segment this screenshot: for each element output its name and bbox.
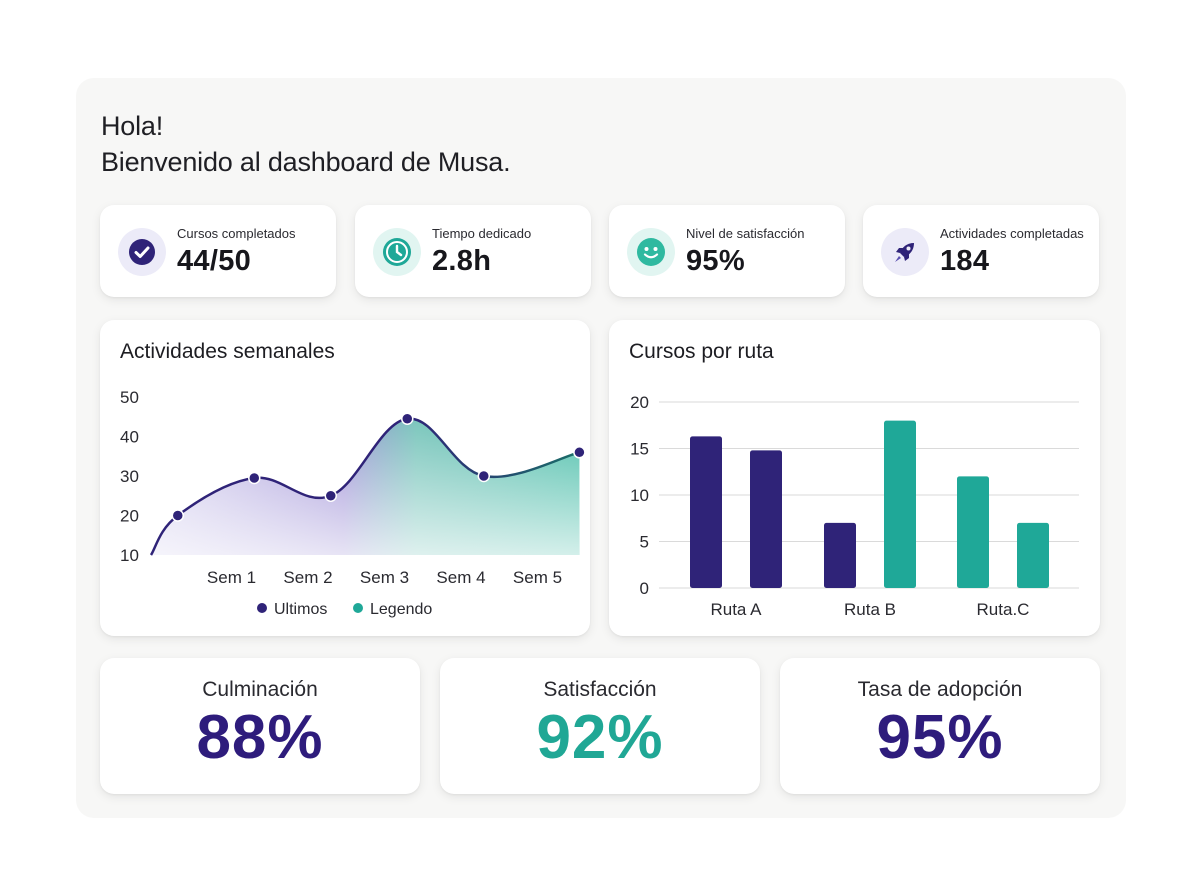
legend-marker — [257, 603, 267, 613]
bar[interactable] — [750, 450, 782, 588]
kpi-card-culminacion: Culminación 88% — [100, 658, 420, 794]
data-point[interactable] — [171, 509, 185, 522]
y-tick-label: 30 — [120, 467, 139, 486]
y-tick-label: 5 — [640, 533, 649, 552]
x-tick-label: Ruta.C — [977, 600, 1030, 619]
stat-card-cursos[interactable]: Cursos completados 44/50 — [100, 205, 336, 297]
stat-label: Nivel de satisfacción — [686, 226, 805, 241]
kpi-label: Culminación — [202, 678, 318, 701]
y-tick-label: 50 — [120, 388, 139, 407]
activity-area-chart: 10 20 30 40 50 Sem 1 Sem 2 Sem 3 Sem 4 Sem 5 Ulti… — [120, 388, 586, 618]
data-point[interactable] — [401, 412, 414, 425]
chart-card-cursos-ruta: Cursos por ruta 0 5 10 15 20 Ruta A Ruta B Ruta… — [609, 320, 1100, 636]
route-bar-chart: 0 5 10 15 20 Ruta A Ruta B Ruta.C — [630, 393, 1079, 619]
y-tick-label: 40 — [120, 428, 139, 447]
stat-card-actividades[interactable]: Actividades completadas 184 — [863, 205, 1099, 297]
rocket-icon — [881, 228, 929, 276]
data-point[interactable] — [248, 471, 261, 485]
legend-marker — [353, 603, 363, 613]
data-point[interactable] — [573, 446, 586, 459]
chart-title: Cursos por ruta — [629, 340, 774, 363]
kpi-card-adopcion: Tasa de adopción 95% — [780, 658, 1100, 794]
greeting: Hola! Bienvenido al dashboard de Musa. — [101, 108, 511, 180]
chart-title: Actividades semanales — [120, 340, 335, 363]
x-tick-label: Ruta A — [710, 600, 762, 619]
stat-value: 184 — [940, 245, 990, 277]
stat-label: Cursos completados — [177, 226, 296, 241]
x-tick-label: Sem 2 — [283, 568, 332, 587]
y-tick-label: 15 — [630, 440, 649, 459]
kpi-card-satisfaccion: Satisfacción 92% — [440, 658, 760, 794]
y-tick-label: 20 — [120, 507, 139, 526]
x-tick-label: Sem 4 — [436, 568, 485, 587]
x-tick-label: Sem 1 — [207, 568, 256, 587]
stat-card-satisfaccion[interactable]: Nivel de satisfacción 95% — [609, 205, 845, 297]
chart-card-actividades: Actividades semanales 10 20 30 40 50 Sem 1 Sem… — [100, 320, 590, 636]
stat-value: 95% — [686, 245, 745, 277]
greeting-subtitle: Bienvenido al dashboard de Musa. — [101, 147, 511, 177]
stat-value: 2.8h — [432, 245, 492, 277]
x-tick-label: Ruta B — [844, 600, 896, 619]
stat-value: 44/50 — [177, 245, 252, 277]
stat-card-tiempo[interactable]: Tiempo dedicado 2.8h — [355, 205, 591, 297]
data-point[interactable] — [324, 489, 338, 502]
legend-label: Legendo — [370, 601, 432, 618]
legend-label: Ultimos — [274, 601, 327, 618]
stat-label: Actividades completadas — [940, 226, 1084, 241]
bar[interactable] — [1017, 522, 1049, 588]
kpi-value: 95% — [876, 703, 1004, 772]
check-icon — [118, 228, 166, 276]
x-tick-label: Sem 5 — [513, 568, 562, 587]
kpi-value: 88% — [196, 703, 324, 772]
activity-area-fade — [151, 418, 580, 555]
data-point[interactable] — [477, 469, 491, 483]
y-tick-label: 0 — [640, 579, 649, 598]
bar[interactable] — [690, 436, 722, 588]
bar[interactable] — [884, 420, 916, 588]
y-tick-label: 20 — [630, 393, 649, 412]
y-tick-label: 10 — [120, 546, 139, 565]
kpi-label: Tasa de adopción — [857, 678, 1023, 701]
smiley-icon — [627, 228, 675, 276]
stat-label: Tiempo dedicado — [432, 226, 532, 241]
clock-icon — [373, 228, 421, 276]
greeting-title: Hola! — [101, 111, 164, 141]
kpi-label: Satisfacción — [543, 678, 657, 701]
bar[interactable] — [957, 476, 989, 588]
y-tick-label: 10 — [630, 486, 649, 505]
kpi-value: 92% — [536, 703, 664, 772]
x-tick-label: Sem 3 — [360, 568, 409, 587]
bar[interactable] — [824, 522, 856, 588]
